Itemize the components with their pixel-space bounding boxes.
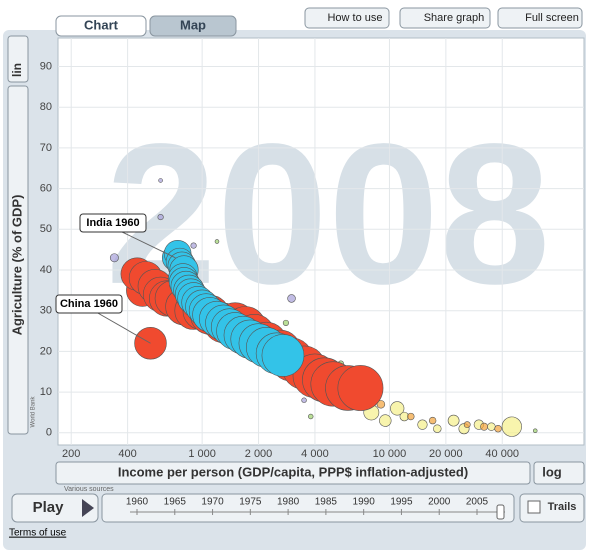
x-tick-label: 200 xyxy=(62,448,80,460)
timeline-year: 2005 xyxy=(466,497,489,508)
button-label[interactable]: How to use xyxy=(327,12,382,24)
y-tick-label: 10 xyxy=(40,386,52,398)
timeline-year: 1965 xyxy=(164,497,187,508)
x-scale[interactable]: log xyxy=(542,464,562,479)
bubble xyxy=(433,424,442,433)
button-label[interactable]: Share graph xyxy=(424,12,485,24)
bubble xyxy=(428,416,437,425)
timeline-slider[interactable] xyxy=(496,504,505,520)
bubble xyxy=(287,294,296,303)
bubble xyxy=(214,239,220,244)
bubble xyxy=(480,422,489,431)
bubble xyxy=(109,253,119,263)
x-tick-label: 400 xyxy=(118,448,136,460)
bubble xyxy=(158,178,163,183)
x-tick-label: 2 000 xyxy=(245,448,273,460)
bubble xyxy=(532,428,538,434)
bubble xyxy=(337,365,384,411)
x-tick-label: 4 000 xyxy=(301,448,329,460)
y-scale[interactable]: lin xyxy=(10,63,24,77)
y-scale-dropdown[interactable] xyxy=(7,35,29,83)
y-tick-label: 30 xyxy=(40,305,52,317)
trails-checkbox[interactable] xyxy=(527,500,541,514)
y-tick-label: 70 xyxy=(40,142,52,154)
play-icon[interactable] xyxy=(82,499,94,517)
bubble xyxy=(487,422,496,431)
bubble xyxy=(417,419,428,430)
timeline[interactable] xyxy=(101,493,515,523)
bubble xyxy=(379,414,392,427)
timeline-year: 2000 xyxy=(428,497,451,508)
annotation: India 1960 xyxy=(86,217,139,229)
bubble xyxy=(390,401,405,416)
bubble xyxy=(447,414,460,427)
y-tick-label: 40 xyxy=(40,264,52,276)
x-tick-label: 1 000 xyxy=(188,448,216,460)
bubble xyxy=(308,413,314,420)
timeline-year: 1990 xyxy=(353,497,376,508)
timeline-year: 1975 xyxy=(239,497,262,508)
bubble xyxy=(157,214,164,221)
timeline-year: 1960 xyxy=(126,497,149,508)
timeline-year: 1980 xyxy=(277,497,300,508)
x-tick-label: 20 000 xyxy=(429,448,463,460)
y-axis-label[interactable]: Agriculture (% of GDP) xyxy=(9,195,24,336)
timeline-year: 1995 xyxy=(390,497,413,508)
y-tick-label: 50 xyxy=(40,223,52,235)
button[interactable] xyxy=(304,7,390,29)
y-source: World Bank xyxy=(31,396,37,428)
y-tick-label: 60 xyxy=(40,182,52,194)
play-label[interactable]: Play xyxy=(33,499,65,516)
bubble xyxy=(190,242,197,249)
bubble xyxy=(463,421,471,429)
annotation-box xyxy=(55,294,123,314)
tab-map[interactable] xyxy=(149,15,237,37)
timeline-year: 1970 xyxy=(201,497,224,508)
button[interactable] xyxy=(399,7,491,29)
annotation-leader xyxy=(119,230,176,259)
tab-label[interactable]: Map xyxy=(180,17,206,32)
plot: 2008 xyxy=(58,38,584,445)
bubble xyxy=(282,319,289,326)
annotation-box xyxy=(79,213,147,233)
y-tick-label: 80 xyxy=(40,101,52,113)
bubble xyxy=(301,397,307,403)
annotation: China 1960 xyxy=(60,298,118,310)
bubble xyxy=(494,425,502,433)
tab-chart[interactable] xyxy=(55,15,147,37)
x-tick-label: 40 000 xyxy=(485,448,519,460)
play-button[interactable] xyxy=(11,493,99,523)
x-tick-label: 10 000 xyxy=(373,448,407,460)
terms-link[interactable]: Terms of use xyxy=(9,528,67,539)
button[interactable] xyxy=(497,7,583,29)
annotation-leader xyxy=(95,311,151,344)
timeline-year: 1985 xyxy=(315,497,338,508)
y-tick-label: 0 xyxy=(46,427,52,439)
bubble xyxy=(501,416,522,437)
x-source: Various sources xyxy=(64,486,114,493)
x-scale-dropdown[interactable] xyxy=(533,461,585,485)
bubble xyxy=(261,334,305,377)
y-tick-label: 20 xyxy=(40,345,52,357)
y-tick-label: 90 xyxy=(40,60,52,72)
trails-label[interactable]: Trails xyxy=(548,501,577,513)
tab-label[interactable]: Chart xyxy=(84,17,119,32)
x-axis-label[interactable]: Income per person (GDP/capita, PPP$ infl… xyxy=(118,464,468,479)
x-indicator-dropdown[interactable] xyxy=(55,461,531,485)
y-indicator-dropdown[interactable] xyxy=(7,85,29,435)
bubble xyxy=(407,412,415,421)
button-label[interactable]: Full screen xyxy=(525,12,579,24)
bubble xyxy=(376,400,386,409)
